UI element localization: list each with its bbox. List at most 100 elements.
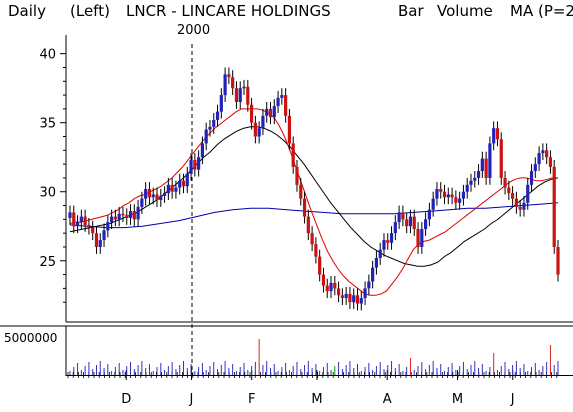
x-tick-label: A xyxy=(383,392,392,407)
price-bar xyxy=(79,216,83,223)
price-bar xyxy=(136,206,140,220)
price-bar xyxy=(333,282,337,289)
price-bar xyxy=(83,216,87,225)
price-bar xyxy=(537,153,541,165)
price-bar xyxy=(140,198,144,207)
price-bar xyxy=(200,143,205,158)
price-bar xyxy=(386,240,390,243)
price-bar xyxy=(102,230,106,241)
price-bar xyxy=(405,219,409,227)
price-bar xyxy=(231,77,235,89)
price-bar xyxy=(393,222,397,234)
price-bar xyxy=(492,128,496,144)
price-bar xyxy=(454,197,458,203)
price-bar xyxy=(442,191,447,198)
price-bar xyxy=(151,194,155,198)
price-bar xyxy=(423,219,428,230)
price-bar xyxy=(469,180,473,185)
price-bar xyxy=(473,177,477,181)
y-tick-label: 40 xyxy=(39,48,56,63)
price-bar xyxy=(189,159,193,174)
price-bar xyxy=(476,171,481,178)
price-bar xyxy=(488,143,492,178)
year-marker-label: 2000 xyxy=(177,23,210,38)
price-bar xyxy=(518,206,522,210)
price-bar xyxy=(181,180,186,187)
price-bar xyxy=(261,115,265,129)
price-bar xyxy=(374,258,379,268)
price-bar xyxy=(545,150,549,158)
period-label[interactable]: Daily xyxy=(8,2,46,20)
price-axis: 40 35 30 25 xyxy=(39,48,66,303)
moving-averages xyxy=(69,108,559,296)
price-bar xyxy=(321,274,326,286)
price-bar xyxy=(98,240,102,247)
price-bar xyxy=(212,119,216,127)
price-bar xyxy=(306,216,310,234)
price-bar xyxy=(439,188,443,192)
price-bar xyxy=(284,95,288,116)
price-bar xyxy=(128,211,133,218)
x-tick-label: D xyxy=(121,392,131,407)
price-bar xyxy=(325,285,329,292)
price-bar xyxy=(499,139,503,178)
volume-panel-frame xyxy=(0,325,573,376)
x-tick-label: J xyxy=(510,392,515,407)
price-bar xyxy=(246,86,250,105)
price-bar xyxy=(204,129,208,144)
price-bar xyxy=(420,229,424,247)
price-bar xyxy=(526,184,530,203)
price-bar xyxy=(363,288,367,299)
price-bar xyxy=(113,216,117,220)
chart-type-label[interactable]: Bar xyxy=(398,2,424,20)
price-bar xyxy=(162,193,167,196)
chart-title: LNCR - LINCARE HOLDINGS xyxy=(126,2,331,20)
price-bar xyxy=(91,227,95,234)
price-bar xyxy=(458,198,462,203)
price-bar xyxy=(253,122,257,137)
price-bar xyxy=(461,191,466,199)
price-bar xyxy=(178,180,182,188)
price-bar xyxy=(548,157,553,167)
price-bar xyxy=(435,188,439,199)
price-bar xyxy=(529,171,534,185)
price-bar xyxy=(299,184,303,199)
y-tick-label: 30 xyxy=(39,186,56,201)
price-bar xyxy=(552,166,556,247)
price-bar xyxy=(280,95,284,98)
price-bar xyxy=(197,157,201,170)
volume-toggle[interactable]: Volume xyxy=(437,2,493,20)
price-bar xyxy=(291,143,295,167)
volume-bars xyxy=(69,339,559,375)
price-bar xyxy=(408,216,413,227)
price-bar xyxy=(159,195,163,201)
price-bar xyxy=(367,281,371,289)
ma-mid-line xyxy=(69,126,559,267)
axis-side-label: (Left) xyxy=(70,2,110,20)
price-bars xyxy=(68,67,560,311)
price-bar xyxy=(223,74,227,96)
price-bar xyxy=(416,229,420,247)
price-bar xyxy=(355,295,360,304)
price-bar xyxy=(287,115,292,144)
moving-average-label[interactable]: MA (P=20 xyxy=(510,2,573,20)
price-bar xyxy=(155,194,159,201)
price-bar xyxy=(446,194,450,198)
ma-short-line xyxy=(69,108,558,296)
price-bar xyxy=(495,128,500,140)
volume-tick-label: 5000000 xyxy=(4,331,57,345)
price-bar xyxy=(193,159,197,170)
price-bar xyxy=(511,193,515,199)
price-bar xyxy=(480,158,484,172)
price-bar xyxy=(265,108,269,116)
price-bar xyxy=(378,249,382,259)
price-bar xyxy=(382,240,386,250)
price-bar xyxy=(389,233,394,243)
price-bar xyxy=(465,184,469,192)
ma-long-line xyxy=(69,202,559,229)
price-bar xyxy=(208,126,212,130)
price-bar xyxy=(310,233,314,245)
price-bar xyxy=(227,74,231,78)
price-bar xyxy=(268,108,273,118)
